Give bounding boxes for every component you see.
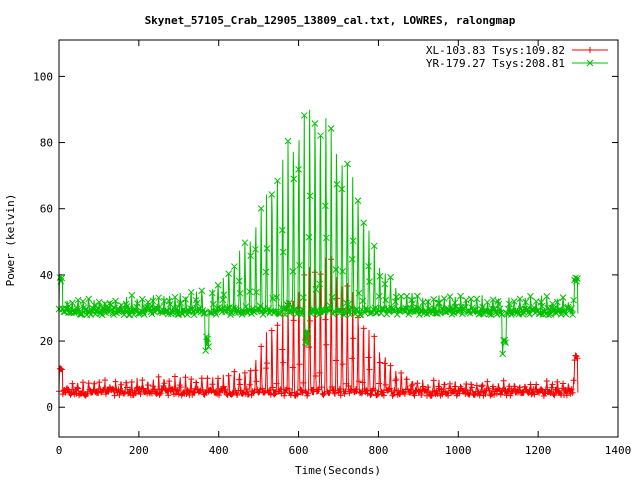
x-tick-label: 800	[368, 444, 388, 457]
x-tick-label: 200	[129, 444, 149, 457]
y-tick-label: 0	[46, 401, 53, 414]
legend-label: YR-179.27 Tsys:208.81	[426, 57, 565, 70]
x-tick-label: 0	[56, 444, 63, 457]
y-axis-label: Power (kelvin)	[4, 194, 17, 287]
legend-marker	[587, 47, 593, 53]
y-tick-label: 20	[40, 335, 53, 348]
x-tick-label: 600	[289, 444, 309, 457]
plot-area	[55, 109, 581, 399]
x-tick-label: 1000	[445, 444, 472, 457]
legend-label: XL-103.83 Tsys:109.82	[426, 44, 565, 57]
x-axis-label: Time(Seconds)	[295, 464, 381, 477]
y-tick-label: 60	[40, 203, 53, 216]
chart-title: Skynet_57105_Crab_12905_13809_cal.txt, L…	[145, 14, 516, 27]
y-tick-label: 100	[33, 70, 53, 83]
series-1	[56, 256, 581, 399]
x-tick-label: 1400	[605, 444, 632, 457]
y-tick-label: 40	[40, 269, 53, 282]
x-tick-label: 1200	[525, 444, 552, 457]
series-2	[55, 109, 581, 358]
plot-frame	[58, 39, 619, 438]
series-line	[58, 257, 579, 398]
x-tick-label: 400	[209, 444, 229, 457]
y-tick-label: 80	[40, 137, 53, 150]
legend-marker	[586, 59, 594, 67]
y-ticks: 0 20 40 60 80 100	[33, 70, 618, 414]
x-ticks: 0 200 400 600 800 1000 1200 1400	[56, 40, 632, 457]
